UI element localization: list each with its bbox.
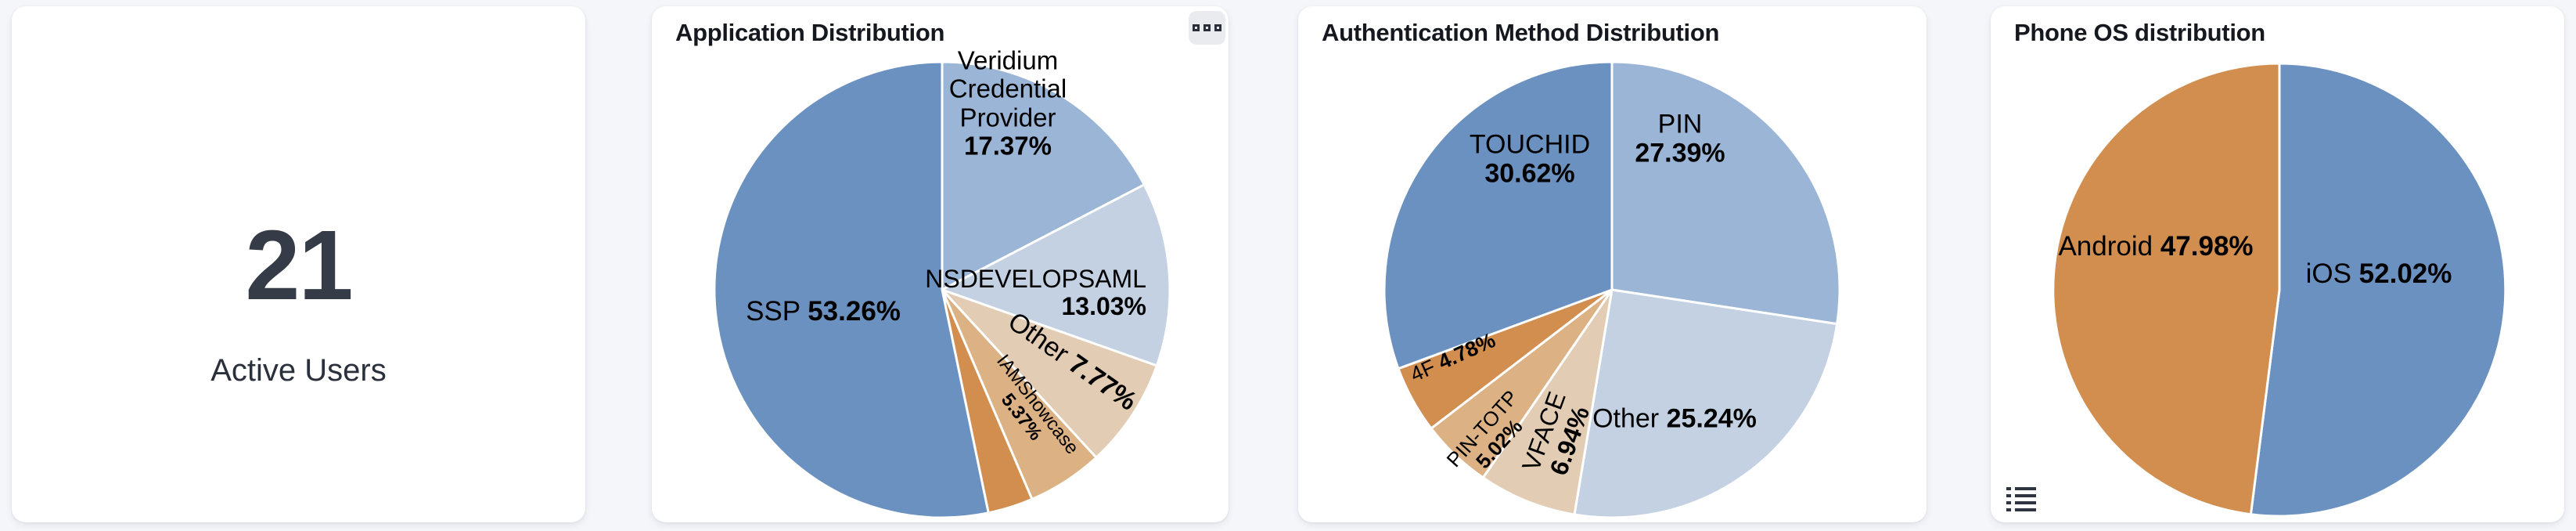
square-glyph xyxy=(1203,24,1211,31)
pie-slice-veridium-credential-provider[interactable] xyxy=(941,60,1146,291)
pie-svg xyxy=(2052,62,2507,518)
legend-list-icon[interactable] xyxy=(2006,487,2036,511)
square-glyph xyxy=(1193,24,1200,31)
legend-list-row xyxy=(2006,494,2036,497)
pie-slice-other[interactable] xyxy=(941,288,1158,459)
active-users-value: 21 xyxy=(245,210,353,320)
square-glyph xyxy=(1214,24,1221,31)
phone-os-distribution-card: Phone OS distribution Android 47.98% iOS … xyxy=(1991,6,2564,522)
pie-label: SSP 53.26% xyxy=(746,295,901,327)
legend-list-row xyxy=(2006,508,2036,511)
application-distribution-card: Application Distribution Veridium Credent… xyxy=(652,6,1229,522)
drag-squares-icon[interactable] xyxy=(1189,11,1225,45)
pie-svg xyxy=(713,60,1171,519)
active-users-card: 21 Active Users xyxy=(12,6,585,522)
chart-title-application-distribution: Application Distribution xyxy=(675,19,945,46)
pie-slice-other[interactable] xyxy=(1573,288,1839,519)
pie-slice-pin[interactable] xyxy=(1610,60,1841,326)
legend-list-row xyxy=(2006,487,2036,490)
pie-chart-application-distribution: Veridium Credential Provider 17.37% NSDEVELO… xyxy=(652,6,1229,522)
pie-slice-android[interactable] xyxy=(2052,62,2281,516)
pie-slice-nsdevelopsaml[interactable] xyxy=(941,183,1171,367)
pie-chart-phone-os-distribution: Android 47.98% iOS 52.02% xyxy=(1991,6,2564,522)
chart-title-phone-os-distribution: Phone OS distribution xyxy=(2014,19,2265,46)
pie-svg xyxy=(1383,60,1841,519)
pie-label: iOS 52.02% xyxy=(2305,258,2452,289)
pie-label: NSDEVELOPSAML 13.03% xyxy=(925,264,1146,320)
pie-label: Android 47.98% xyxy=(2058,230,2254,262)
pie-label: Other 25.24% xyxy=(1592,403,1757,434)
pie-chart-authentication-method-distribution: TOUCHID 30.62% PIN 27.39% Other 25.24% VFACE 6… xyxy=(1298,6,1927,522)
pie-slice-ios[interactable] xyxy=(2249,62,2507,518)
pie-slice-touchid[interactable] xyxy=(1383,60,1614,370)
pie-label: PIN 27.39% xyxy=(1635,109,1725,168)
pie-slice-ssp[interactable] xyxy=(713,60,990,519)
legend-list-row xyxy=(2006,501,2036,504)
pie-label: Veridium Credential Provider 17.37% xyxy=(948,45,1067,161)
active-users-label: Active Users xyxy=(210,353,387,388)
authentication-method-distribution-card: Authentication Method Distribution TOUCH… xyxy=(1298,6,1927,522)
chart-title-authentication-method-distribution: Authentication Method Distribution xyxy=(1322,19,1720,46)
pie-label: TOUCHID 30.62% xyxy=(1469,129,1591,189)
pie-slice-vface[interactable] xyxy=(1481,288,1614,516)
